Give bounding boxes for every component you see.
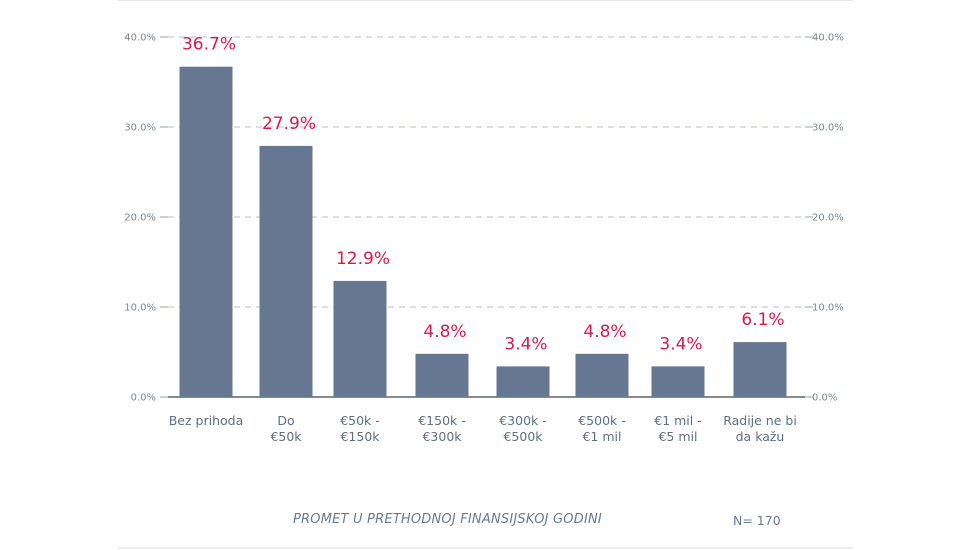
category-label: €50k [270,429,302,444]
bar [333,280,387,397]
data-label: 27.9% [262,114,316,134]
bar [733,342,787,397]
category-label: €5 mil [658,429,697,444]
bar [179,66,233,397]
axes: 0.0% 0.0% 10.0% 10.0% 20.0% 20.0% 30.0% 30.0% 40… [124,33,844,404]
data-label: 4.8% [583,322,626,342]
top-divider [118,0,853,1]
category-label: Radije ne bi [723,413,797,428]
category-label: da kažu [736,429,785,444]
bar [651,366,705,397]
bar [415,353,469,397]
category-label: Do [277,413,294,428]
ytick-label-left: 30.0% [124,123,156,134]
data-label: 4.8% [423,322,466,342]
chart-footer-title: PROMET U PRETHODNOJ FINANSIJSKOJ GODINI [293,512,602,527]
category-label: €500k [503,429,543,444]
bars [179,66,787,397]
ytick-label-right: 0.0% [812,393,837,404]
bar [259,145,313,397]
category-label: €150k [340,429,380,444]
bottom-divider [118,547,853,549]
category-label: €50k - [340,413,380,428]
category-label: €1 mil [582,429,621,444]
ytick-label-left: 0.0% [131,393,156,404]
data-label: 3.4% [504,334,547,354]
ytick-label-right: 40.0% [812,33,844,44]
bar [496,366,550,397]
sample-size-label: N= 170 [733,513,781,528]
category-label: €1 mil - [654,413,702,428]
category-labels: Bez prihoda Do€50k€50k -€150k€150k -€300k… [169,413,797,444]
ytick-label-right: 30.0% [812,123,844,134]
ytick-label-left: 20.0% [124,213,156,224]
category-label: €300k - [499,413,547,428]
data-label: 12.9% [336,249,390,269]
gridlines [168,36,805,308]
data-label: 6.1% [741,310,784,330]
data-label: 3.4% [659,334,702,354]
ytick-label-right: 10.0% [812,303,844,314]
bar [575,353,629,397]
bar-chart: 0.0% 0.0% 10.0% 10.0% 20.0% 20.0% 30.0% 30.0% 40… [124,33,844,445]
ytick-label-left: 40.0% [124,33,156,44]
data-label: 36.7% [182,35,236,55]
category-label: €150k - [418,413,466,428]
category-label: €500k - [578,413,626,428]
category-label: €300k [422,429,462,444]
category-label: Bez prihoda [169,413,244,428]
ytick-label-right: 20.0% [812,213,844,224]
data-labels: 36.7% 27.9% 12.9% 4.8% 3.4% 4.8% 3.4% 6.1% [182,35,785,355]
ytick-label-left: 10.0% [124,303,156,314]
